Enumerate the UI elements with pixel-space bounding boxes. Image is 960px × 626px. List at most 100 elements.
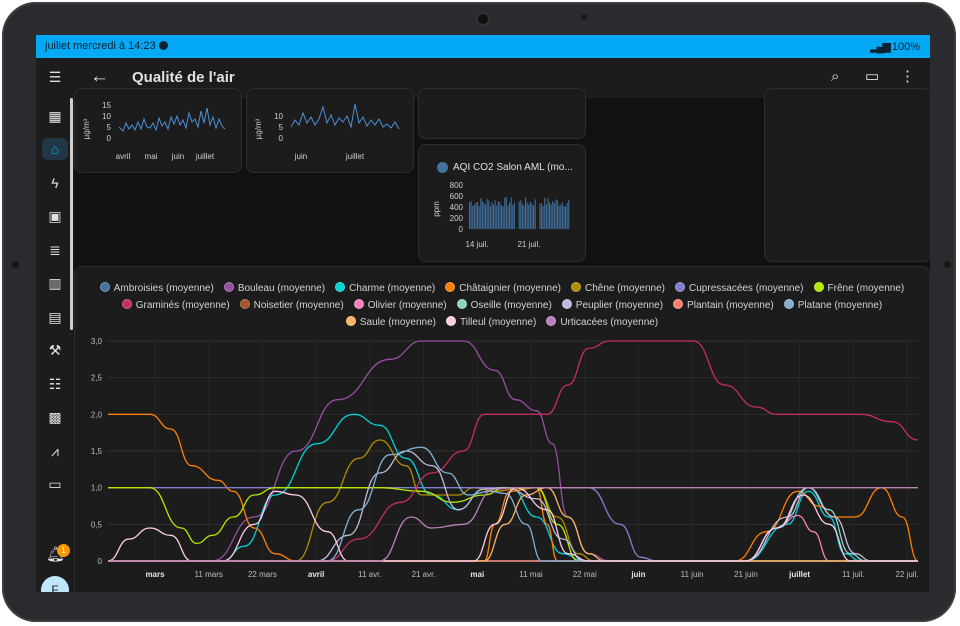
x-tick-label: 22 juil. <box>895 570 918 579</box>
legend-swatch <box>353 299 364 309</box>
co2-bar <box>550 204 552 229</box>
menu-icon[interactable]: ☰ <box>48 69 62 85</box>
x-tick-label: 11 avr. <box>358 570 381 579</box>
notes-icon[interactable]: ▭ <box>48 476 62 492</box>
legend-swatch <box>446 316 456 326</box>
pm1-ytick: 15 <box>102 101 111 110</box>
co2-bar <box>501 205 503 229</box>
legend-item[interactable]: Urticacées (moyenne) <box>546 314 658 331</box>
y-tick-label: 0,5 <box>91 520 103 529</box>
co2-bar <box>489 206 491 229</box>
home-icon[interactable]: ⌂ <box>42 138 68 160</box>
legend-swatch <box>783 299 794 309</box>
legend-item[interactable]: Chêne (moyenne) <box>570 280 666 297</box>
co2-bar <box>507 205 509 229</box>
co2-ytick: 600 <box>450 192 464 201</box>
x-tick-label: 11 mai <box>519 570 543 579</box>
x-tick-label: 22 mai <box>573 570 597 579</box>
co2-bar <box>504 197 506 229</box>
dashboard-content: µg/m³ 15 10 5 0 avril mai juin juillet µ… <box>74 88 930 592</box>
store-icon[interactable]: ▩ <box>48 409 62 425</box>
legend-swatch <box>675 282 686 292</box>
back-arrow-icon[interactable]: ← <box>90 66 109 87</box>
legend-item[interactable]: Graminés (moyenne) <box>121 297 230 314</box>
pm-history-card-2[interactable]: µg/m³ 10 5 0 juin juillet <box>246 88 414 173</box>
legend-swatch <box>239 299 250 309</box>
search-icon[interactable]: ⌕ <box>831 68 840 85</box>
legend-item[interactable]: Plantain (moyenne) <box>673 297 774 314</box>
avatar[interactable]: F <box>41 576 69 592</box>
co2-bar <box>531 203 533 229</box>
y-tick-label: 1,5 <box>91 447 103 456</box>
co2-bar <box>529 201 531 229</box>
legend-item[interactable]: Châtaignier (moyenne) <box>445 280 561 297</box>
energy-icon[interactable]: ϟ <box>51 175 59 191</box>
legend-swatch <box>445 282 456 292</box>
co2-bar <box>520 200 522 229</box>
co2-bar <box>473 204 475 229</box>
legend-label: Olivier (moyenne) <box>367 300 447 311</box>
right-card[interactable] <box>764 88 930 262</box>
wrench-icon[interactable]: ⚒ <box>48 342 62 358</box>
co2-bars <box>469 197 570 229</box>
y-tick-label: 3,0 <box>91 337 103 346</box>
calendar-icon[interactable]: ▤ <box>48 309 62 325</box>
co2-history-card[interactable]: AQI CO2 Salon AML (mo... ppm 800 600 400… <box>418 144 586 262</box>
legend-label: Chêne (moyenne) <box>584 283 666 294</box>
legend-item[interactable]: Oseille (moyenne) <box>456 297 552 314</box>
legend-item[interactable]: Frêne (moyenne) <box>813 280 904 297</box>
legend-item[interactable]: Cupressacées (moyenne) <box>675 280 804 297</box>
legend-item[interactable]: Tilleul (moyenne) <box>446 314 536 331</box>
pm2-xtick: juin <box>294 152 307 161</box>
pm2-ylabel: µg/m³ <box>254 118 263 139</box>
assist-chat-icon[interactable]: ▭ <box>865 68 880 85</box>
co2-bar <box>510 197 512 229</box>
legend-item[interactable]: Ambroisies (moyenne) <box>99 280 214 297</box>
co2-bar <box>525 197 527 229</box>
co2-bar <box>486 199 488 229</box>
co2-bar <box>472 205 474 229</box>
x-tick-label: 21 juin <box>734 570 758 579</box>
series-line <box>107 487 918 562</box>
legend-item[interactable]: Charme (moyenne) <box>335 280 435 297</box>
legend-item[interactable]: Saule (moyenne) <box>345 314 436 331</box>
list-icon[interactable]: ≣ <box>49 242 61 258</box>
legend-label: Oseille (moyenne) <box>470 300 552 311</box>
legend-item[interactable]: Bouleau (moyenne) <box>223 280 325 297</box>
co2-bar <box>533 205 535 229</box>
sensor-card-top[interactable] <box>418 88 586 139</box>
co2-bar <box>541 203 543 229</box>
pm-history-card-1[interactable]: µg/m³ 15 10 5 0 avril mai juin juillet <box>74 88 242 173</box>
pm1-xtick: avril <box>116 152 131 161</box>
legend-swatch <box>570 282 581 292</box>
y-tick-label: 2,0 <box>91 410 103 419</box>
legend-item[interactable]: Olivier (moyenne) <box>353 297 447 314</box>
notification-badge: 1 <box>57 544 70 557</box>
pm1-xtick: juin <box>171 152 184 161</box>
pm1-xtick: juillet <box>195 152 215 161</box>
legend-swatch <box>99 282 110 292</box>
legend-swatch <box>456 299 467 309</box>
co2-bar <box>534 199 536 229</box>
pollen-history-card[interactable]: Ambroisies (moyenne) Bouleau (moyenne) Cha… <box>74 266 930 592</box>
statistics-icon[interactable]: ⩘ <box>51 443 59 459</box>
co2-xtick: 14 juil. <box>465 240 488 249</box>
legend-swatch <box>223 282 234 292</box>
logbook-icon[interactable]: ☷ <box>48 376 62 392</box>
legend-item[interactable]: Platane (moyenne) <box>783 297 882 314</box>
sidebar: ☰ ▦ ⌂ ϟ ▣ ≣ ▥ ▤ ⚒ ☷ ▩ ⩘ ▭ 🔔︎ 1 F <box>36 58 74 592</box>
overview-icon[interactable]: ▦ <box>48 108 62 124</box>
co2-bar <box>547 198 549 229</box>
legend-item[interactable]: Peuplier (moyenne) <box>561 297 663 314</box>
person-badge-icon[interactable]: ▣ <box>48 208 62 224</box>
co2-bar <box>505 197 507 229</box>
history-chart-icon[interactable]: ▥ <box>48 275 62 291</box>
co2-bar <box>481 201 483 229</box>
pm1-ylabel: µg/m³ <box>82 118 91 139</box>
legend-item[interactable]: Noisetier (moyenne) <box>239 297 344 314</box>
legend-label: Saule (moyenne) <box>359 317 436 328</box>
sidebar-scrollbar[interactable] <box>70 98 73 330</box>
more-vert-icon[interactable]: ⋮ <box>900 68 915 85</box>
legend-label: Noisetier (moyenne) <box>253 300 344 311</box>
